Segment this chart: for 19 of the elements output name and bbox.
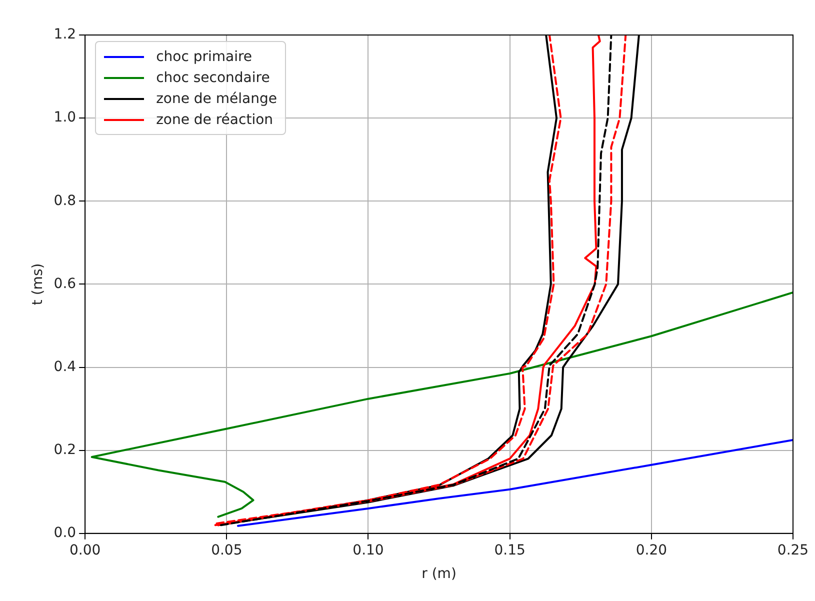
x-tick-label: 0.20 xyxy=(636,542,667,558)
y-tick-label: 1.0 xyxy=(54,110,76,126)
x-axis-title: r (m) xyxy=(422,566,456,582)
y-tick-label: 0.4 xyxy=(54,358,76,375)
y-axis-title: t (ms) xyxy=(30,263,46,306)
x-tick-label: 0.15 xyxy=(494,542,526,558)
x-tick-label: 0.25 xyxy=(777,542,809,558)
y-tick-label: 0.2 xyxy=(54,442,76,458)
y-tick-label: 0.0 xyxy=(54,525,76,542)
x-tick-label: 0.10 xyxy=(352,542,384,558)
x-tick-label: 0.05 xyxy=(211,542,242,558)
legend-label: choc secondaire xyxy=(156,70,270,86)
legend-label: zone de réaction xyxy=(156,112,274,128)
x-tick-label: 0.00 xyxy=(69,542,101,558)
y-tick-label: 0.8 xyxy=(54,192,76,209)
y-tick-label: 1.2 xyxy=(54,26,76,43)
legend-label: choc primaire xyxy=(156,48,252,64)
legend-label: zone de mélange xyxy=(156,90,277,106)
y-tick-label: 0.6 xyxy=(54,276,76,292)
